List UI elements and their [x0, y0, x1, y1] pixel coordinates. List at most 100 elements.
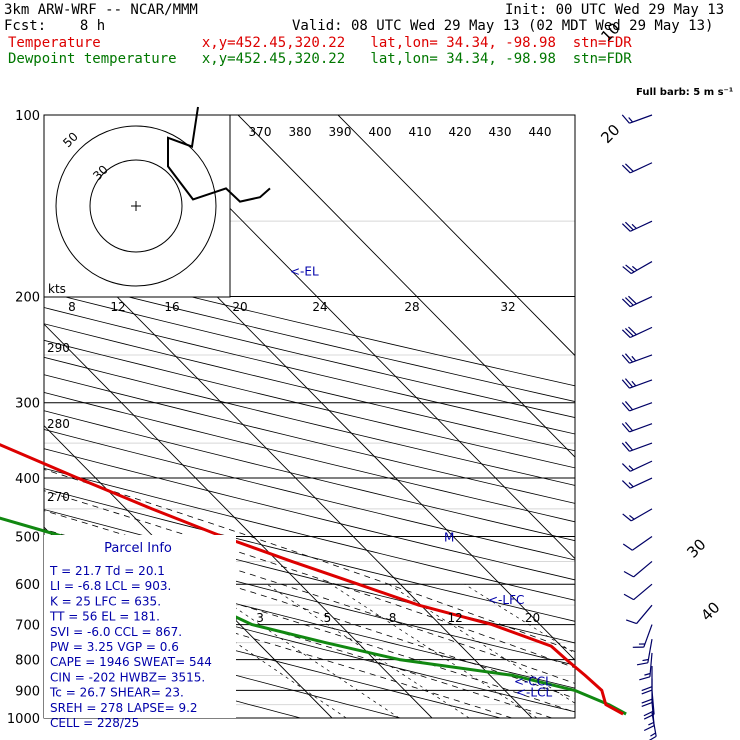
- dry-adiabat-line: [44, 467, 575, 601]
- wind-barb-flag: [628, 482, 634, 488]
- wind-barb-shaft: [629, 477, 653, 489]
- diagram-labels: 1002003004005006007008009001000-80-70-60…: [7, 19, 724, 727]
- mixing-ratio-label: 3: [256, 611, 264, 625]
- mixing-ratio-label: 20: [525, 611, 540, 625]
- dewpoint-legend: Dewpoint temperature x,y=452.45,320.22 l…: [8, 51, 632, 67]
- wind-barb: [621, 422, 653, 433]
- dry-adiabat-line: [44, 623, 401, 718]
- wind-barb-flag: [625, 619, 637, 625]
- model-title: 3km ARW-WRF -- NCAR/MMM: [4, 2, 198, 18]
- hodograph-ring-inner: [89, 159, 183, 253]
- parcel-row: SVI = -6.0 CCL = 867.: [50, 625, 182, 639]
- theta-e-label: 390: [329, 125, 352, 139]
- wind-barb-shaft: [629, 326, 653, 339]
- mixing-ratio-line: [200, 583, 400, 718]
- wind-barb-shaft: [631, 535, 653, 551]
- pressure-tick-label: 1000: [7, 712, 40, 727]
- wind-barb: [639, 652, 653, 681]
- parcel-row: CELL = 228/25: [50, 716, 139, 730]
- parcel-row: LI = -6.8 LCL = 903.: [50, 579, 171, 593]
- hodograph-speed-label: 12: [110, 300, 125, 314]
- mixing-ratio-label: 5: [324, 611, 332, 625]
- moist-adiabat-line: [44, 546, 575, 713]
- wind-header: Full barb: 5 m s⁻¹: [636, 87, 733, 98]
- wind-barb-shaft: [633, 583, 653, 601]
- wind-barb-flag: [623, 593, 634, 601]
- dry-adiabat-line: [44, 488, 575, 622]
- pressure-tick-label: 900: [15, 684, 40, 699]
- wind-barb: [622, 261, 653, 275]
- wind-barb-flag: [621, 423, 630, 433]
- wind-barb: [621, 295, 653, 308]
- wind-barb-flag: [650, 732, 656, 737]
- parcel-title: Parcel Info: [104, 541, 172, 556]
- parcel-row: T = 21.7 Td = 20.1: [49, 564, 165, 578]
- theta-e-label: 370: [249, 125, 272, 139]
- dry-adiabat-line: [44, 599, 501, 718]
- wind-barb: [621, 378, 653, 389]
- dry-adiabat-line: [44, 509, 575, 644]
- wind-barb-flag: [628, 465, 634, 471]
- level-annotation: <-LFC: [488, 593, 524, 607]
- dry-adiabat-line: [44, 339, 575, 469]
- wind-barb-flag: [648, 721, 655, 726]
- parcel-row: Tc = 26.7 SHEAR= 23.: [49, 686, 184, 700]
- wind-barb-flag: [624, 441, 634, 451]
- wind-barb-shaft: [629, 114, 653, 124]
- wind-barb-shaft: [636, 604, 653, 624]
- theta-e-label: 420: [449, 125, 472, 139]
- wind-barb-flag: [621, 329, 631, 338]
- wind-barb-flag: [643, 710, 655, 717]
- wind-barb: [648, 712, 657, 740]
- wind-barb-flag: [624, 163, 634, 172]
- wind-barb: [621, 477, 653, 489]
- parcel-row: TT = 56 EL = 181.: [49, 610, 160, 624]
- mixing-ratio-lines: [150, 583, 575, 718]
- temperature-legend: Temperature x,y=452.45,320.22 lat,lon= 3…: [8, 35, 632, 51]
- wind-barb-flag: [624, 422, 634, 432]
- wind-barb-flag: [628, 117, 634, 123]
- wind-barb: [621, 460, 653, 472]
- wind-barb-flag: [641, 701, 653, 707]
- wind-barb-flag: [621, 442, 630, 452]
- isotherm-label: 30: [683, 535, 709, 561]
- wind-barb-flag: [625, 264, 635, 273]
- wind-barb: [621, 441, 653, 452]
- wind-barb-flag: [624, 353, 634, 363]
- hodograph-unit: kts: [48, 282, 66, 296]
- dry-adiabat-line: [44, 291, 575, 418]
- pressure-tick-label: 500: [15, 530, 40, 545]
- wind-barb-flag: [624, 221, 634, 231]
- parcel-box-bg: [44, 535, 236, 718]
- isotherm-line: [337, 115, 575, 357]
- wind-barb-flag: [641, 689, 653, 695]
- wind-barb-flag: [621, 298, 631, 308]
- theta-e-label: 410: [409, 125, 432, 139]
- wind-barb-flag: [624, 378, 634, 388]
- dry-adiabat-line: [44, 575, 575, 713]
- parcel-row: PW = 3.25 VGP = 0.6: [50, 640, 179, 654]
- theta-e-label: 380: [289, 125, 312, 139]
- init-time: Init: 00 UTC Wed 29 May 13: [505, 2, 725, 18]
- pressure-tick-label: 200: [15, 291, 40, 306]
- valid-time: Valid: 08 UTC Wed 29 May 13 (02 MDT Wed …: [292, 18, 714, 34]
- isotherm-line: [44, 221, 533, 718]
- wind-barb-shaft: [629, 379, 653, 389]
- wind-barb-flag: [628, 326, 637, 336]
- wind-barb: [621, 114, 653, 124]
- pressure-tick-label: 100: [15, 109, 40, 124]
- wind-barb-flag: [622, 543, 633, 551]
- wind-barb-flag: [621, 480, 631, 489]
- wind-barb-flag: [621, 463, 631, 472]
- dry-adiabat-line: [44, 260, 575, 387]
- dry-adiabat-line: [44, 323, 575, 452]
- wind-barb-flag: [639, 676, 651, 681]
- wind-barb-flag: [629, 514, 635, 520]
- parcel-row: CAPE = 1946 SWEAT= 544: [50, 655, 212, 669]
- level-annotation: <-EL: [290, 264, 319, 278]
- wind-barb-flag: [641, 686, 653, 692]
- temperature-profile: [0, 443, 624, 716]
